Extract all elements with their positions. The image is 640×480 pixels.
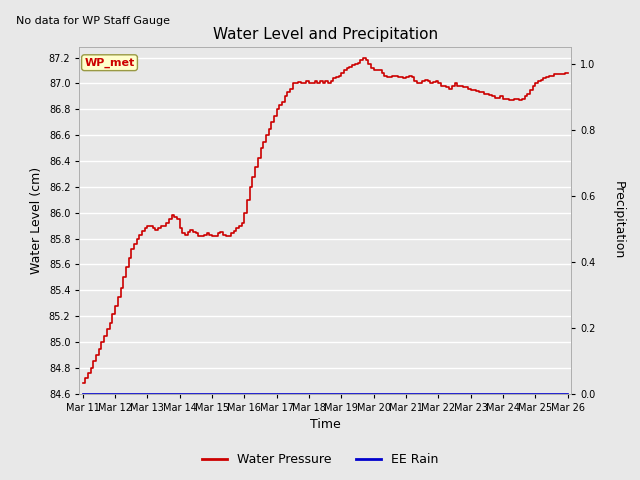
Title: Water Level and Precipitation: Water Level and Precipitation (212, 27, 438, 42)
Text: No data for WP Staff Gauge: No data for WP Staff Gauge (15, 16, 170, 26)
Text: WP_met: WP_met (84, 58, 134, 68)
Y-axis label: Precipitation: Precipitation (612, 181, 625, 260)
X-axis label: Time: Time (310, 419, 340, 432)
Legend: Water Pressure, EE Rain: Water Pressure, EE Rain (196, 448, 444, 471)
Y-axis label: Water Level (cm): Water Level (cm) (30, 167, 44, 274)
